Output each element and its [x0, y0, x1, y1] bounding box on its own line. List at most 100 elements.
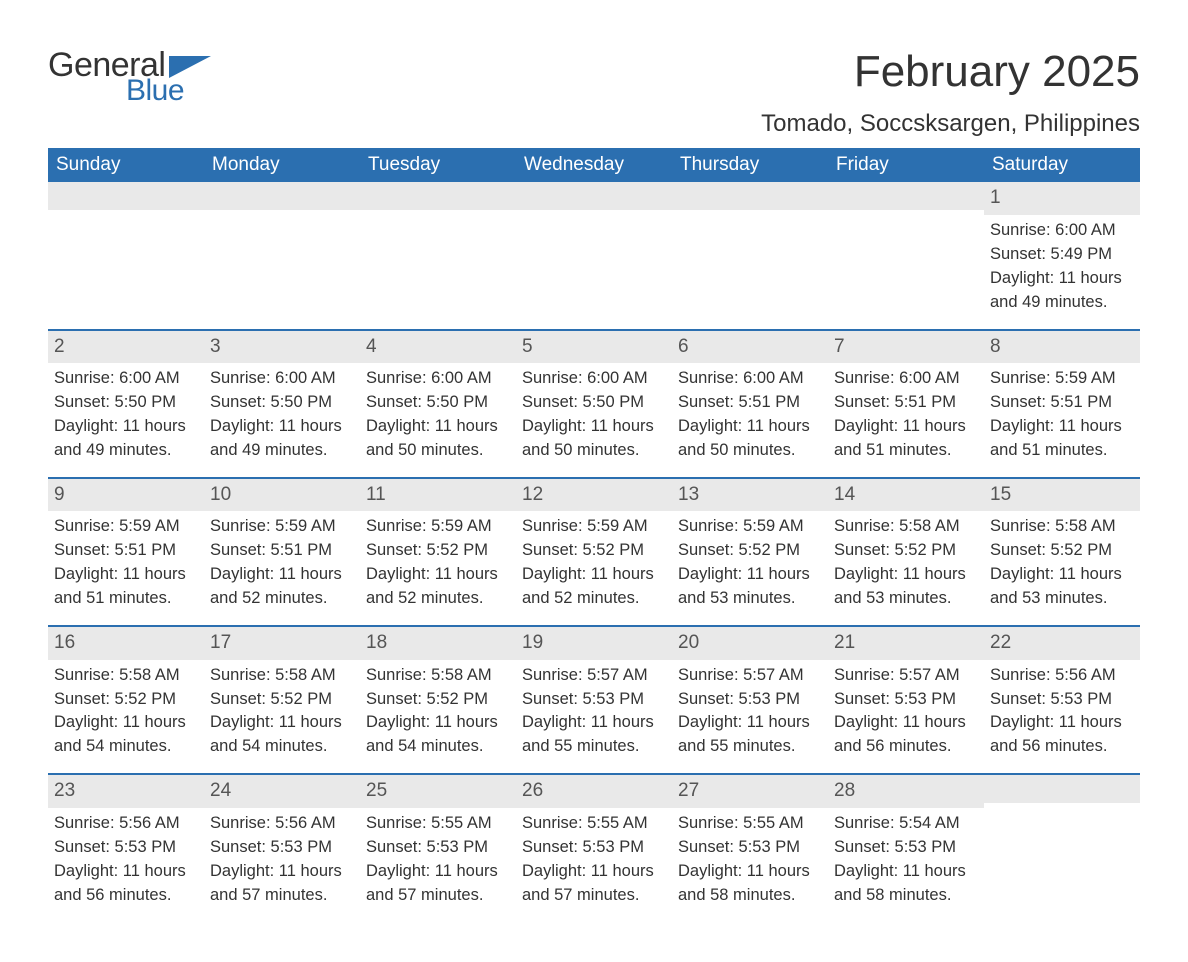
sunrise-text: Sunrise: 5:59 AM — [990, 367, 1124, 391]
sunrise-text: Sunrise: 5:59 AM — [210, 515, 344, 539]
day-number: 22 — [990, 632, 1011, 653]
day-body: Sunrise: 5:57 AMSunset: 5:53 PMDaylight:… — [522, 664, 666, 760]
day-number: 25 — [366, 780, 387, 801]
day-number: 17 — [210, 632, 231, 653]
day-cell: 14Sunrise: 5:58 AMSunset: 5:52 PMDayligh… — [828, 479, 984, 625]
day-body: Sunrise: 5:59 AMSunset: 5:51 PMDaylight:… — [54, 515, 198, 611]
day-cell: 19 Sunrise: 5:57 AMSunset: 5:53 PMDayligh… — [516, 627, 672, 773]
sunset-text: Sunset: 5:51 PM — [834, 391, 968, 415]
sunrise-text: Sunrise: 5:58 AM — [54, 664, 188, 688]
day-cell: 21Sunrise: 5:57 AMSunset: 5:53 PMDayligh… — [828, 627, 984, 773]
daylight-text: Daylight: 11 hours and 51 minutes. — [990, 415, 1124, 463]
day-number: 11 — [366, 484, 386, 505]
day-number: 1 — [990, 187, 1001, 208]
day-number-bar: 22 — [984, 627, 1140, 660]
sunset-text: Sunset: 5:51 PM — [210, 539, 344, 563]
day-cell: 26Sunrise: 5:55 AMSunset: 5:53 PMDayligh… — [516, 775, 672, 921]
day-number: 27 — [678, 780, 699, 801]
day-body: Sunrise: 6:00 AMSunset: 5:50 PMDaylight:… — [366, 367, 510, 463]
day-number: 23 — [54, 780, 75, 801]
sunset-text: Sunset: 5:52 PM — [54, 688, 188, 712]
day-number: 19 — [522, 632, 543, 653]
day-cell: 3Sunrise: 6:00 AMSunset: 5:50 PMDaylight… — [204, 331, 360, 477]
sunrise-text: Sunrise: 5:58 AM — [210, 664, 344, 688]
day-number-bar: 15 — [984, 479, 1140, 512]
day-body: Sunrise: 5:56 AMSunset: 5:53 PMDaylight:… — [54, 812, 198, 908]
day-body: Sunrise: 5:55 AMSunset: 5:53 PMDaylight:… — [366, 812, 510, 908]
day-number: 21 — [834, 632, 855, 653]
page-header: General Blue February 2025 Tomado, Soccs… — [48, 48, 1140, 138]
sunset-text: Sunset: 5:53 PM — [210, 836, 344, 860]
empty-cell — [48, 182, 204, 328]
day-number: 5 — [522, 336, 533, 357]
day-number-bar: 11 — [360, 479, 516, 512]
daylight-text: Daylight: 11 hours and 55 minutes. — [678, 711, 812, 759]
daylight-text: Daylight: 11 hours and 54 minutes. — [210, 711, 344, 759]
day-cell: 16Sunrise: 5:58 AMSunset: 5:52 PMDayligh… — [48, 627, 204, 773]
sunset-text: Sunset: 5:53 PM — [834, 688, 968, 712]
day-number: 28 — [834, 780, 855, 801]
sunset-text: Sunset: 5:53 PM — [990, 688, 1124, 712]
day-number-bar — [672, 182, 828, 210]
sunrise-text: Sunrise: 5:59 AM — [54, 515, 188, 539]
day-cell: 18Sunrise: 5:58 AMSunset: 5:52 PMDayligh… — [360, 627, 516, 773]
sunrise-text: Sunrise: 5:58 AM — [990, 515, 1124, 539]
day-number-bar: 2 — [48, 331, 204, 364]
sunrise-text: Sunrise: 6:00 AM — [366, 367, 500, 391]
day-body: Sunrise: 6:00 AMSunset: 5:50 PMDaylight:… — [54, 367, 198, 463]
day-number-bar: 7 — [828, 331, 984, 364]
day-body: Sunrise: 5:54 AMSunset: 5:53 PMDaylight:… — [834, 812, 978, 908]
sunrise-text: Sunrise: 5:54 AM — [834, 812, 968, 836]
sunrise-text: Sunrise: 5:57 AM — [522, 664, 656, 688]
day-cell: 12Sunrise: 5:59 AMSunset: 5:52 PMDayligh… — [516, 479, 672, 625]
day-number-bar — [828, 182, 984, 210]
day-number-bar: 24 — [204, 775, 360, 808]
day-number-bar: 5 — [516, 331, 672, 364]
day-cell: 22Sunrise: 5:56 AMSunset: 5:53 PMDayligh… — [984, 627, 1140, 773]
sunrise-text: Sunrise: 5:56 AM — [54, 812, 188, 836]
empty-cell — [516, 182, 672, 328]
day-body: Sunrise: 5:58 AMSunset: 5:52 PMDaylight:… — [834, 515, 978, 611]
week-row: 1 Sunrise: 6:00 AMSunset: 5:49 PMDaylight… — [48, 182, 1140, 328]
day-body: Sunrise: 5:58 AMSunset: 5:52 PMDaylight:… — [54, 664, 198, 760]
sunset-text: Sunset: 5:52 PM — [210, 688, 344, 712]
day-number-bar: 6 — [672, 331, 828, 364]
daylight-text: Daylight: 11 hours and 54 minutes. — [366, 711, 500, 759]
day-body: Sunrise: 6:00 AMSunset: 5:50 PMDaylight:… — [522, 367, 666, 463]
sunrise-text: Sunrise: 6:00 AM — [990, 219, 1124, 243]
daylight-text: Daylight: 11 hours and 52 minutes. — [522, 563, 656, 611]
daylight-text: Daylight: 11 hours and 58 minutes. — [834, 860, 968, 908]
daylight-text: Daylight: 11 hours and 50 minutes. — [522, 415, 656, 463]
day-number: 8 — [990, 336, 1001, 357]
day-number-bar: 27 — [672, 775, 828, 808]
sunrise-text: Sunrise: 6:00 AM — [834, 367, 968, 391]
day-body: Sunrise: 5:57 AMSunset: 5:53 PMDaylight:… — [678, 664, 822, 760]
daylight-text: Daylight: 11 hours and 53 minutes. — [834, 563, 968, 611]
day-body: Sunrise: 6:00 AMSunset: 5:49 PMDaylight:… — [990, 219, 1134, 315]
sunset-text: Sunset: 5:50 PM — [366, 391, 500, 415]
sunrise-text: Sunrise: 5:57 AM — [678, 664, 812, 688]
sunrise-text: Sunrise: 5:59 AM — [678, 515, 812, 539]
day-number-bar: 8 — [984, 331, 1140, 364]
sunset-text: Sunset: 5:50 PM — [210, 391, 344, 415]
day-number: 20 — [678, 632, 699, 653]
dow-tuesday: Tuesday — [360, 148, 516, 182]
daylight-text: Daylight: 11 hours and 49 minutes. — [990, 267, 1124, 315]
day-number: 12 — [522, 484, 543, 505]
sunset-text: Sunset: 5:53 PM — [678, 836, 812, 860]
day-number-bar: 25 — [360, 775, 516, 808]
day-number-bar: 13 — [672, 479, 828, 512]
daylight-text: Daylight: 11 hours and 57 minutes. — [522, 860, 656, 908]
daylight-text: Daylight: 11 hours and 57 minutes. — [210, 860, 344, 908]
day-number: 13 — [678, 484, 699, 505]
sunset-text: Sunset: 5:51 PM — [54, 539, 188, 563]
daylight-text: Daylight: 11 hours and 49 minutes. — [210, 415, 344, 463]
empty-cell — [984, 775, 1140, 921]
daylight-text: Daylight: 11 hours and 50 minutes. — [678, 415, 812, 463]
logo: General Blue — [48, 48, 211, 106]
day-cell: 2Sunrise: 6:00 AMSunset: 5:50 PMDaylight… — [48, 331, 204, 477]
dow-monday: Monday — [204, 148, 360, 182]
day-number: 6 — [678, 336, 689, 357]
day-cell: 25 Sunrise: 5:55 AMSunset: 5:53 PMDayligh… — [360, 775, 516, 921]
sunrise-text: Sunrise: 5:56 AM — [210, 812, 344, 836]
